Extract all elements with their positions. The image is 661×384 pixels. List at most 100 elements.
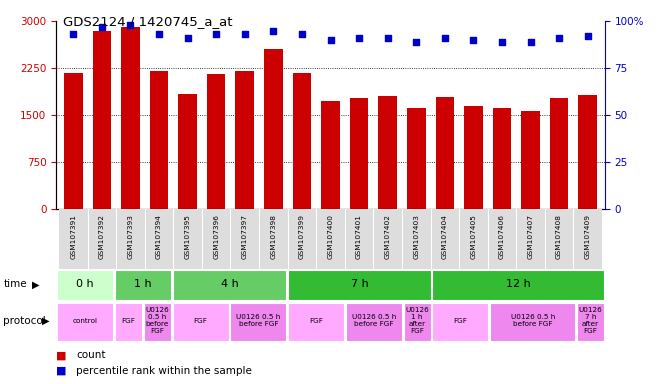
- Bar: [230, 303, 286, 341]
- Point: [440, 35, 450, 41]
- Bar: [432, 303, 488, 341]
- Text: GSM107407: GSM107407: [527, 214, 533, 259]
- Point: [68, 31, 79, 37]
- Bar: [231, 209, 259, 269]
- Text: 0 h: 0 h: [76, 280, 94, 290]
- Point: [525, 39, 536, 45]
- Text: GSM107395: GSM107395: [184, 214, 190, 259]
- Bar: [378, 96, 397, 209]
- Bar: [316, 209, 345, 269]
- Point: [239, 31, 250, 37]
- Point: [468, 37, 479, 43]
- Bar: [115, 303, 142, 341]
- Bar: [88, 209, 116, 269]
- Bar: [116, 209, 145, 269]
- Bar: [492, 108, 511, 209]
- Point: [496, 39, 507, 45]
- Text: 12 h: 12 h: [506, 280, 531, 290]
- Text: U0126 0.5 h
before FGF: U0126 0.5 h before FGF: [236, 314, 280, 327]
- Text: 7 h: 7 h: [350, 280, 368, 290]
- Point: [582, 33, 593, 39]
- Bar: [345, 209, 373, 269]
- Bar: [293, 73, 311, 209]
- Text: ▶: ▶: [32, 280, 39, 290]
- Point: [182, 35, 193, 41]
- Text: GSM107408: GSM107408: [556, 214, 562, 259]
- Bar: [459, 209, 488, 269]
- Bar: [150, 71, 169, 209]
- Text: ■: ■: [56, 350, 67, 360]
- Point: [554, 35, 564, 41]
- Bar: [550, 98, 568, 209]
- Text: GSM107406: GSM107406: [499, 214, 505, 259]
- Point: [297, 31, 307, 37]
- Bar: [522, 111, 540, 209]
- Point: [211, 31, 221, 37]
- Text: GSM107403: GSM107403: [413, 214, 419, 259]
- Bar: [488, 209, 516, 269]
- Point: [125, 22, 136, 28]
- Bar: [516, 209, 545, 269]
- Text: U0126
0.5 h
before
FGF: U0126 0.5 h before FGF: [145, 307, 169, 334]
- Text: U0126 0.5 h
before FGF: U0126 0.5 h before FGF: [510, 314, 555, 327]
- Bar: [178, 94, 197, 209]
- Bar: [578, 95, 597, 209]
- Text: GSM107401: GSM107401: [356, 214, 362, 259]
- Bar: [143, 303, 171, 341]
- Text: FGF: FGF: [122, 318, 136, 324]
- Text: ■: ■: [56, 366, 67, 376]
- Bar: [573, 209, 602, 269]
- Bar: [93, 31, 111, 209]
- Bar: [321, 101, 340, 209]
- Text: U0126 0.5 h
before FGF: U0126 0.5 h before FGF: [352, 314, 396, 327]
- Bar: [373, 209, 402, 269]
- Bar: [64, 73, 83, 209]
- Text: control: control: [73, 318, 98, 324]
- Text: FGF: FGF: [194, 318, 208, 324]
- Text: GSM107396: GSM107396: [214, 214, 219, 259]
- Bar: [145, 209, 173, 269]
- Text: GSM107392: GSM107392: [99, 214, 105, 259]
- Text: GSM107397: GSM107397: [242, 214, 248, 259]
- Bar: [121, 27, 139, 209]
- Bar: [207, 74, 225, 209]
- Bar: [545, 209, 573, 269]
- Bar: [402, 209, 430, 269]
- Text: GSM107391: GSM107391: [70, 214, 76, 259]
- Text: GSM107409: GSM107409: [585, 214, 591, 259]
- Text: count: count: [76, 350, 106, 360]
- Text: GSM107405: GSM107405: [471, 214, 477, 259]
- Text: percentile rank within the sample: percentile rank within the sample: [76, 366, 252, 376]
- Bar: [173, 303, 229, 341]
- Bar: [202, 209, 231, 269]
- Bar: [173, 209, 202, 269]
- Point: [97, 24, 107, 30]
- Bar: [57, 270, 113, 300]
- Bar: [115, 270, 171, 300]
- Text: 4 h: 4 h: [221, 280, 239, 290]
- Text: GSM107400: GSM107400: [327, 214, 334, 259]
- Bar: [464, 106, 483, 209]
- Text: GSM107399: GSM107399: [299, 214, 305, 259]
- Text: FGF: FGF: [453, 318, 467, 324]
- Point: [325, 37, 336, 43]
- Bar: [436, 97, 454, 209]
- Bar: [235, 71, 254, 209]
- Bar: [57, 303, 113, 341]
- Bar: [288, 303, 344, 341]
- Bar: [407, 108, 426, 209]
- Text: U0126
7 h
after
FGF: U0126 7 h after FGF: [578, 307, 602, 334]
- Bar: [577, 303, 604, 341]
- Bar: [173, 270, 286, 300]
- Bar: [430, 209, 459, 269]
- Text: GDS2124 / 1420745_a_at: GDS2124 / 1420745_a_at: [63, 15, 232, 28]
- Point: [354, 35, 364, 41]
- Text: protocol: protocol: [3, 316, 46, 326]
- Point: [411, 39, 422, 45]
- Bar: [264, 49, 283, 209]
- Bar: [432, 270, 604, 300]
- Text: GSM107394: GSM107394: [156, 214, 162, 259]
- Point: [154, 31, 165, 37]
- Text: FGF: FGF: [309, 318, 323, 324]
- Text: time: time: [3, 280, 27, 290]
